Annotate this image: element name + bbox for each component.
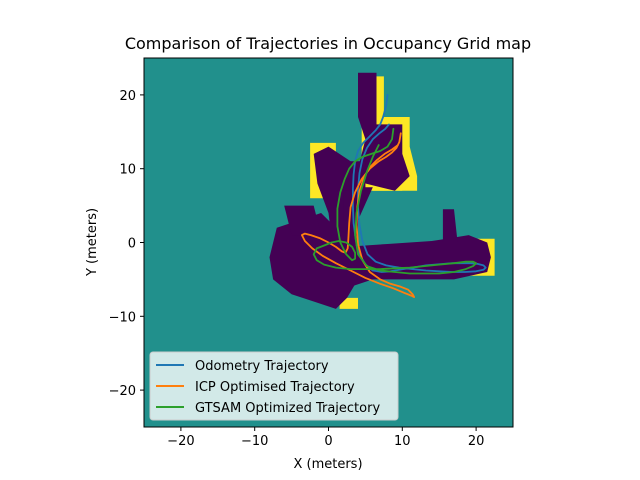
map-region [284,205,322,236]
y-tick-label: 10 [119,163,136,178]
legend: Odometry Trajectory ICP Optimised Trajec… [149,351,399,421]
x-axis: −20 −10 0 10 20 [167,427,484,449]
legend-label-odometry: Odometry Trajectory [195,359,329,374]
x-tick-label: −10 [241,434,268,449]
trajectory-series [301,94,487,298]
x-tick-label: −20 [167,434,194,449]
x-tick-label: 0 [324,434,332,449]
legend-label-gtsam: GTSAM Optimized Trajectory [195,401,380,416]
y-tick-label: −10 [109,310,136,325]
chart-title: Comparison of Trajectories in Occupancy … [125,34,531,53]
map-region [313,146,373,258]
y-tick-label: 0 [128,237,136,252]
y-axis: −20 −10 0 10 20 [109,89,144,399]
map-region [343,235,491,287]
legend-label-icp: ICP Optimised Trajectory [195,380,355,395]
gtsam-trajectory-line [312,127,477,275]
y-tick-label: 20 [119,89,136,104]
legend-box [149,351,399,421]
x-tick-label: 10 [394,434,411,449]
y-tick-label: −20 [109,384,136,399]
x-tick-label: 20 [468,434,485,449]
map-region [442,209,458,243]
x-axis-label: X (meters) [293,457,362,472]
y-axis-label: Y (meters) [85,208,100,277]
map-region [269,213,358,309]
odometry-trajectory-line [352,94,487,273]
